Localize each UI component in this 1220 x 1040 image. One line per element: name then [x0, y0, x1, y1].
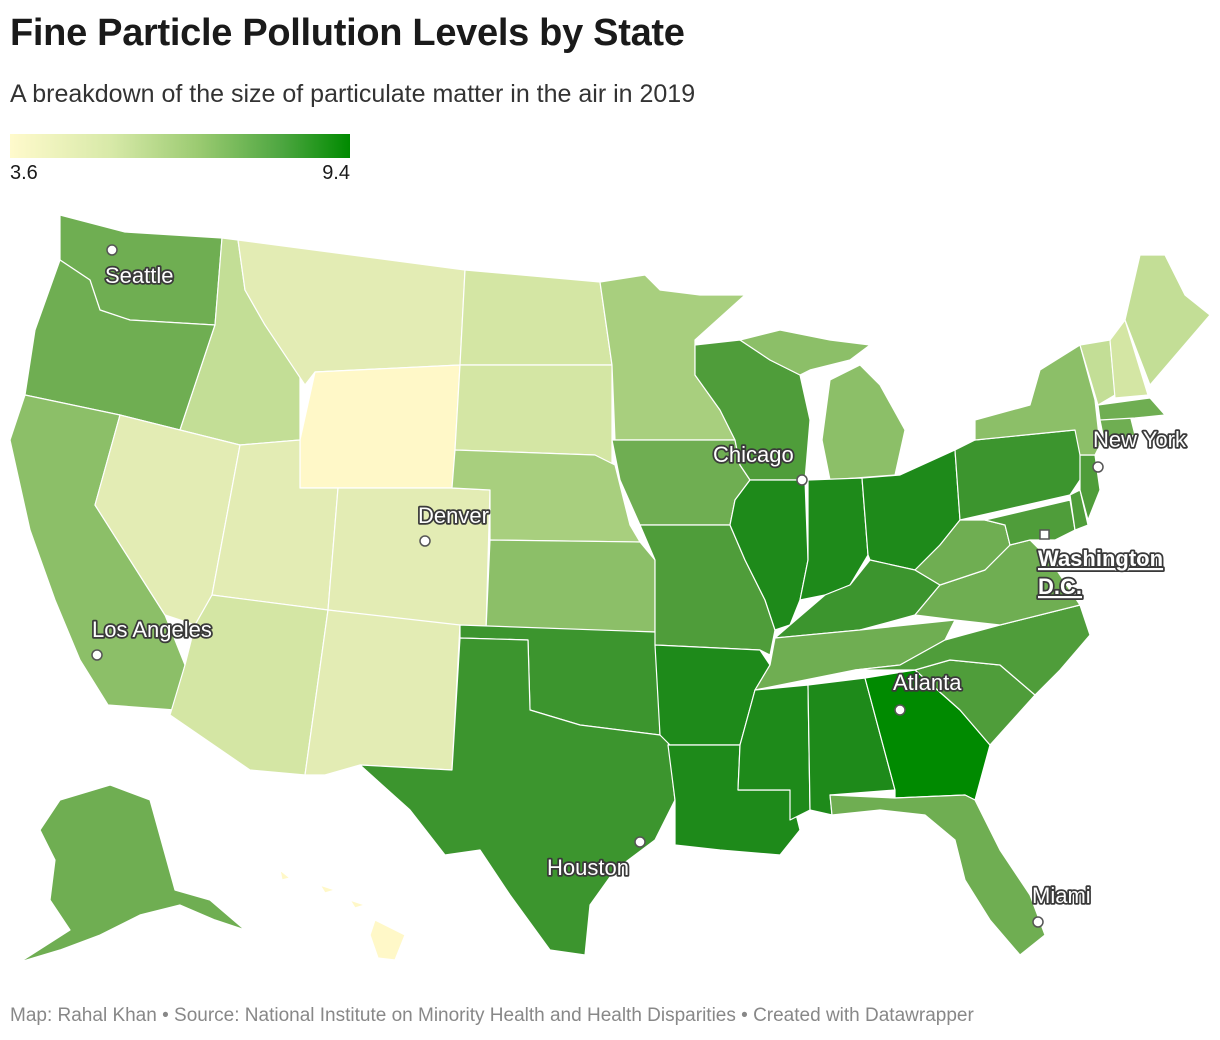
- state-maine[interactable]: [1124, 254, 1211, 386]
- state-hawaii[interactable]: [279, 869, 406, 961]
- city-marker-atlanta: [894, 704, 906, 716]
- state-north-dakota[interactable]: [459, 269, 613, 366]
- city-marker-washington-dc: [1039, 529, 1050, 540]
- state-alaska[interactable]: [19, 784, 246, 963]
- city-label-atlanta: Atlanta: [893, 670, 962, 695]
- city-label-washington: Washington: [1038, 546, 1163, 571]
- city-label-denver: Denver: [418, 503, 489, 528]
- city-marker-miami: [1032, 916, 1044, 928]
- city-marker-houston: [634, 836, 646, 848]
- city-marker-seattle: [106, 244, 118, 256]
- city-label-miami: Miami: [1032, 883, 1091, 908]
- color-legend: 3.6 9.4: [10, 134, 350, 188]
- state-michigan-upper[interactable]: [739, 329, 871, 376]
- city-marker-new-york: [1092, 461, 1104, 473]
- state-north-carolina[interactable]: [854, 604, 1091, 696]
- state-delaware[interactable]: [1069, 489, 1089, 531]
- city-label-seattle: Seattle: [105, 263, 174, 288]
- us-choropleth-map: Seattle Los Angeles Denver Chicago New Y…: [9, 214, 1211, 963]
- state-colorado[interactable]: [327, 487, 491, 631]
- state-massachusetts[interactable]: [1097, 397, 1166, 421]
- state-florida[interactable]: [829, 794, 1046, 956]
- city-marker-denver: [419, 535, 431, 547]
- state-new-hampshire[interactable]: [1109, 319, 1149, 399]
- state-kansas[interactable]: [485, 539, 656, 633]
- legend-gradient-bar: [10, 134, 350, 158]
- chart-subtitle: A breakdown of the size of particulate m…: [10, 80, 696, 108]
- legend-min-label: 3.6: [10, 162, 38, 184]
- city-label-houston: Houston: [547, 855, 629, 880]
- footer-credits: Map: Rahal Khan • Source: National Insti…: [10, 1005, 974, 1026]
- state-illinois[interactable]: [729, 479, 809, 631]
- states-layer: [9, 214, 1211, 963]
- legend-max-label: 9.4: [322, 162, 350, 184]
- state-wyoming[interactable]: [299, 364, 461, 489]
- city-marker-chicago: [796, 474, 808, 486]
- chart-title: Fine Particle Pollution Levels by State: [10, 12, 685, 54]
- state-new-york[interactable]: [974, 344, 1101, 456]
- city-marker-los-angeles: [91, 649, 103, 661]
- city-label-chicago: Chicago: [713, 442, 794, 467]
- city-label-new-york: New York: [1093, 427, 1187, 452]
- city-markers: Seattle Los Angeles Denver Chicago New Y…: [90, 244, 1189, 928]
- state-new-mexico[interactable]: [304, 609, 461, 776]
- city-label-dc: D.C.: [1038, 574, 1082, 599]
- state-michigan[interactable]: [821, 364, 906, 481]
- state-texas[interactable]: [359, 637, 676, 956]
- city-label-los-angeles: Los Angeles: [92, 617, 212, 642]
